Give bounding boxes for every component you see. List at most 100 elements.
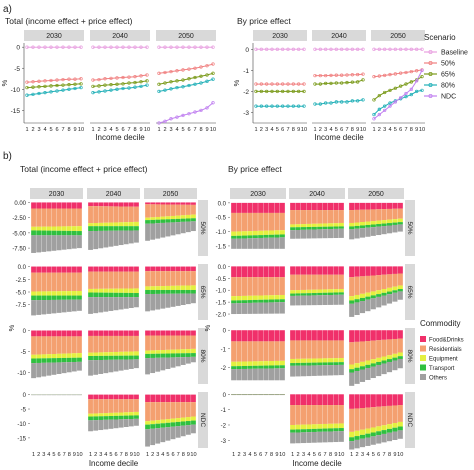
bar-segment-Food&Drinks xyxy=(66,202,72,209)
bar-segment-Residentials xyxy=(333,340,339,359)
bar-segment-Others xyxy=(191,221,196,232)
bar-segment-Equipment xyxy=(93,413,99,417)
bar-segment-Others xyxy=(241,368,248,381)
y-tick-label: -2.0 xyxy=(216,313,227,319)
bar-segment-Food&Drinks xyxy=(36,330,42,337)
bar-segment-Equipment xyxy=(31,291,36,296)
x-tick-label: 2 xyxy=(97,127,100,133)
x-tick-label: 5 xyxy=(372,452,375,458)
bar-segment-Others xyxy=(93,360,99,375)
bar-segment-Food&Drinks xyxy=(386,266,393,275)
bar-segment-Residentials xyxy=(300,210,307,225)
y-tick-label: 0 xyxy=(16,45,20,52)
x-tick-label: 7 xyxy=(404,127,407,133)
bar-segment-Others xyxy=(165,427,171,441)
series-point-Baseline xyxy=(49,45,53,49)
bar-segment-Transport xyxy=(191,420,196,425)
bar-segment-Residentials xyxy=(311,340,317,359)
bar-segment-Equipment xyxy=(322,423,328,429)
bar-segment-Transport xyxy=(93,416,99,421)
bar-segment-Others xyxy=(165,357,171,370)
series-point-80% xyxy=(97,90,101,94)
y-tick-label: -1 xyxy=(243,68,249,75)
series-point-65% xyxy=(383,90,387,95)
facet-strip-label: 2040 xyxy=(331,33,347,40)
bar-segment-Food&Drinks xyxy=(392,202,398,209)
bar-segment-Equipment xyxy=(191,285,196,290)
bar-segment-Residentials xyxy=(41,272,47,292)
bar-segment-Transport xyxy=(150,289,156,294)
series-point-80% xyxy=(139,84,143,89)
series-line-50% xyxy=(158,63,214,74)
bar-segment-Others xyxy=(113,230,119,246)
series-point-50% xyxy=(281,82,285,86)
bar-segment-Food&Drinks xyxy=(155,266,161,272)
bar-segment-Equipment xyxy=(338,423,344,429)
bar-segment-Others xyxy=(155,357,161,372)
bar-segment-Others xyxy=(103,230,109,248)
x-tick-label: 10 xyxy=(279,452,285,458)
bar-segment-Food&Drinks xyxy=(93,330,99,336)
series-point-Baseline xyxy=(109,45,113,49)
bar-segment-Transport xyxy=(381,292,387,296)
series-point-50% xyxy=(356,72,360,77)
bar-segment-Food&Drinks xyxy=(333,202,339,211)
bar-segment-Residentials xyxy=(150,335,156,351)
bar-segment-Others xyxy=(306,295,312,306)
bar-segment-Transport xyxy=(103,355,109,360)
bar-segment-Residentials xyxy=(263,277,269,296)
bar-segment-Residentials xyxy=(66,336,72,354)
bar-segment-Residentials xyxy=(61,336,67,354)
bar-segment-Residentials xyxy=(31,336,36,355)
bar-segment-Transport xyxy=(108,226,114,231)
bar-segment-Equipment xyxy=(155,286,161,290)
bar-segment-Transport xyxy=(41,230,47,236)
series-point-65% xyxy=(324,81,328,86)
series-point-80% xyxy=(211,77,215,81)
series-point-Baseline xyxy=(139,45,143,49)
bar-segment-Food&Drinks xyxy=(306,202,312,211)
legend-label: Residentials xyxy=(429,347,462,353)
x-tick-label: 4 xyxy=(248,452,251,458)
y-tick-label: -15 xyxy=(17,436,26,442)
bar-segment-Equipment xyxy=(338,358,344,363)
bar-segment-Food&Drinks xyxy=(123,330,129,336)
bar-segment-Equipment xyxy=(88,413,93,417)
series-point-65% xyxy=(37,85,41,89)
bar-segment-Residentials xyxy=(46,208,52,227)
bar-segment-Residentials xyxy=(300,405,307,425)
bar-segment-Residentials xyxy=(381,339,387,357)
bar-segment-Others xyxy=(397,430,403,439)
bar-segment-Equipment xyxy=(61,226,67,231)
bar-segment-Transport xyxy=(231,235,237,239)
x-tick-label: 3 xyxy=(156,452,159,458)
series-point-50% xyxy=(157,71,161,75)
series-point-50% xyxy=(139,74,143,78)
series-point-80% xyxy=(270,104,274,108)
bar-segment-Equipment xyxy=(279,360,285,366)
series-point-Baseline xyxy=(350,47,354,51)
bar-segment-Residentials xyxy=(231,341,237,362)
bar-segment-Transport xyxy=(317,362,323,366)
series-point-65% xyxy=(399,84,403,88)
bar-segment-Residentials xyxy=(241,341,248,362)
bar-segment-Equipment xyxy=(247,295,253,301)
bar-segment-Food&Drinks xyxy=(376,266,382,276)
bar-segment-Equipment xyxy=(41,291,47,296)
bar-segment-Others xyxy=(185,356,191,364)
bar-segment-Food&Drinks xyxy=(41,266,47,273)
series-point-50% xyxy=(302,82,306,86)
series-line-50% xyxy=(26,78,82,83)
x-tick-label: 1 xyxy=(350,452,353,458)
bar-segment-Transport xyxy=(123,415,129,420)
bar-segment-Residentials xyxy=(397,338,403,353)
bar-segment-Equipment xyxy=(381,220,387,224)
bar-segment-Transport xyxy=(145,289,150,295)
y-tick-label: -5.0 xyxy=(16,291,27,297)
bar-segment-Transport xyxy=(241,365,248,369)
bar-segment-Equipment xyxy=(365,428,371,434)
bar-segment-Transport xyxy=(252,365,258,369)
bar-segment-Residentials xyxy=(134,399,139,412)
bar-segment-Transport xyxy=(113,355,119,360)
bar-segment-Others xyxy=(370,298,376,310)
